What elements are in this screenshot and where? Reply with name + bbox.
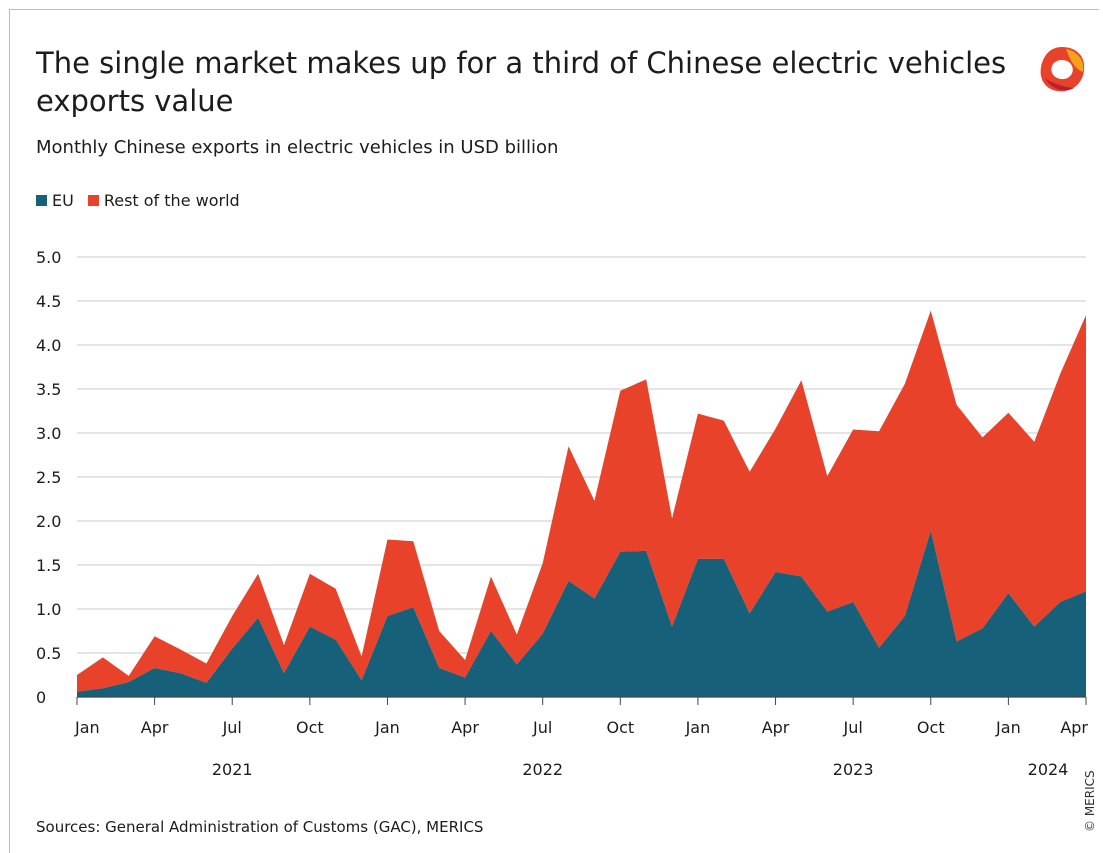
x-tick-label: Jan — [995, 718, 1021, 737]
y-tick-label: 1.5 — [36, 556, 61, 575]
year-label: 2021 — [212, 760, 253, 779]
x-tick-label: Jul — [222, 718, 242, 737]
legend-item-eu: EU — [36, 191, 74, 210]
y-tick-label: 2.5 — [36, 468, 61, 487]
y-tick-label: 0 — [36, 688, 46, 707]
x-tick-label: Jul — [532, 718, 552, 737]
year-label: 2022 — [522, 760, 563, 779]
legend-swatch-rest — [87, 195, 99, 206]
y-tick-label: 4.5 — [36, 292, 61, 311]
copyright-note: © MERICS — [1083, 770, 1097, 832]
merics-logo-icon — [1040, 47, 1085, 92]
x-tick-label: Apr — [451, 718, 479, 737]
y-tick-label: 1.0 — [36, 600, 61, 619]
area-rest-of-world — [77, 310, 1086, 692]
x-tick-label: Apr — [762, 718, 790, 737]
y-tick-label: 3.0 — [36, 424, 61, 443]
chart-title: The single market makes up for a third o… — [36, 46, 1007, 118]
x-tick-label: Apr — [141, 718, 169, 737]
x-tick-label: Oct — [296, 718, 324, 737]
x-tick-label: Jan — [74, 718, 100, 737]
y-tick-label: 3.5 — [36, 380, 61, 399]
x-tick-label: Jan — [374, 718, 400, 737]
x-tick-label: Oct — [917, 718, 945, 737]
y-tick-label: 0.5 — [36, 644, 61, 663]
x-tick-label: Jul — [842, 718, 862, 737]
chart-subtitle: Monthly Chinese exports in electric vehi… — [36, 137, 559, 158]
chart-frame — [9, 9, 1099, 853]
legend-item-rest: Rest of the world — [87, 191, 240, 210]
y-tick-label: 2.0 — [36, 512, 61, 531]
x-tick-label: Apr — [1060, 718, 1088, 737]
area-chart: 5.0 4.5 4.0 3.5 3.0 2.5 2.0 1.5 1.0 0.5 0 Jan Apr Jul… — [36, 248, 1088, 779]
area-eu — [77, 530, 1086, 697]
legend-swatch-eu — [36, 195, 47, 206]
legend-label-rest: Rest of the world — [103, 191, 240, 210]
year-label: 2023 — [833, 760, 874, 779]
x-tick-label: Jan — [685, 718, 711, 737]
year-label: 2024 — [1028, 760, 1069, 779]
y-tick-label: 5.0 — [36, 248, 61, 267]
legend-label-eu: EU — [52, 191, 74, 210]
y-tick-label: 4.0 — [36, 336, 61, 355]
x-tick-label: Oct — [606, 718, 634, 737]
legend: EU Rest of the world — [36, 191, 254, 210]
source-note: Sources: General Administration of Custo… — [36, 818, 484, 836]
